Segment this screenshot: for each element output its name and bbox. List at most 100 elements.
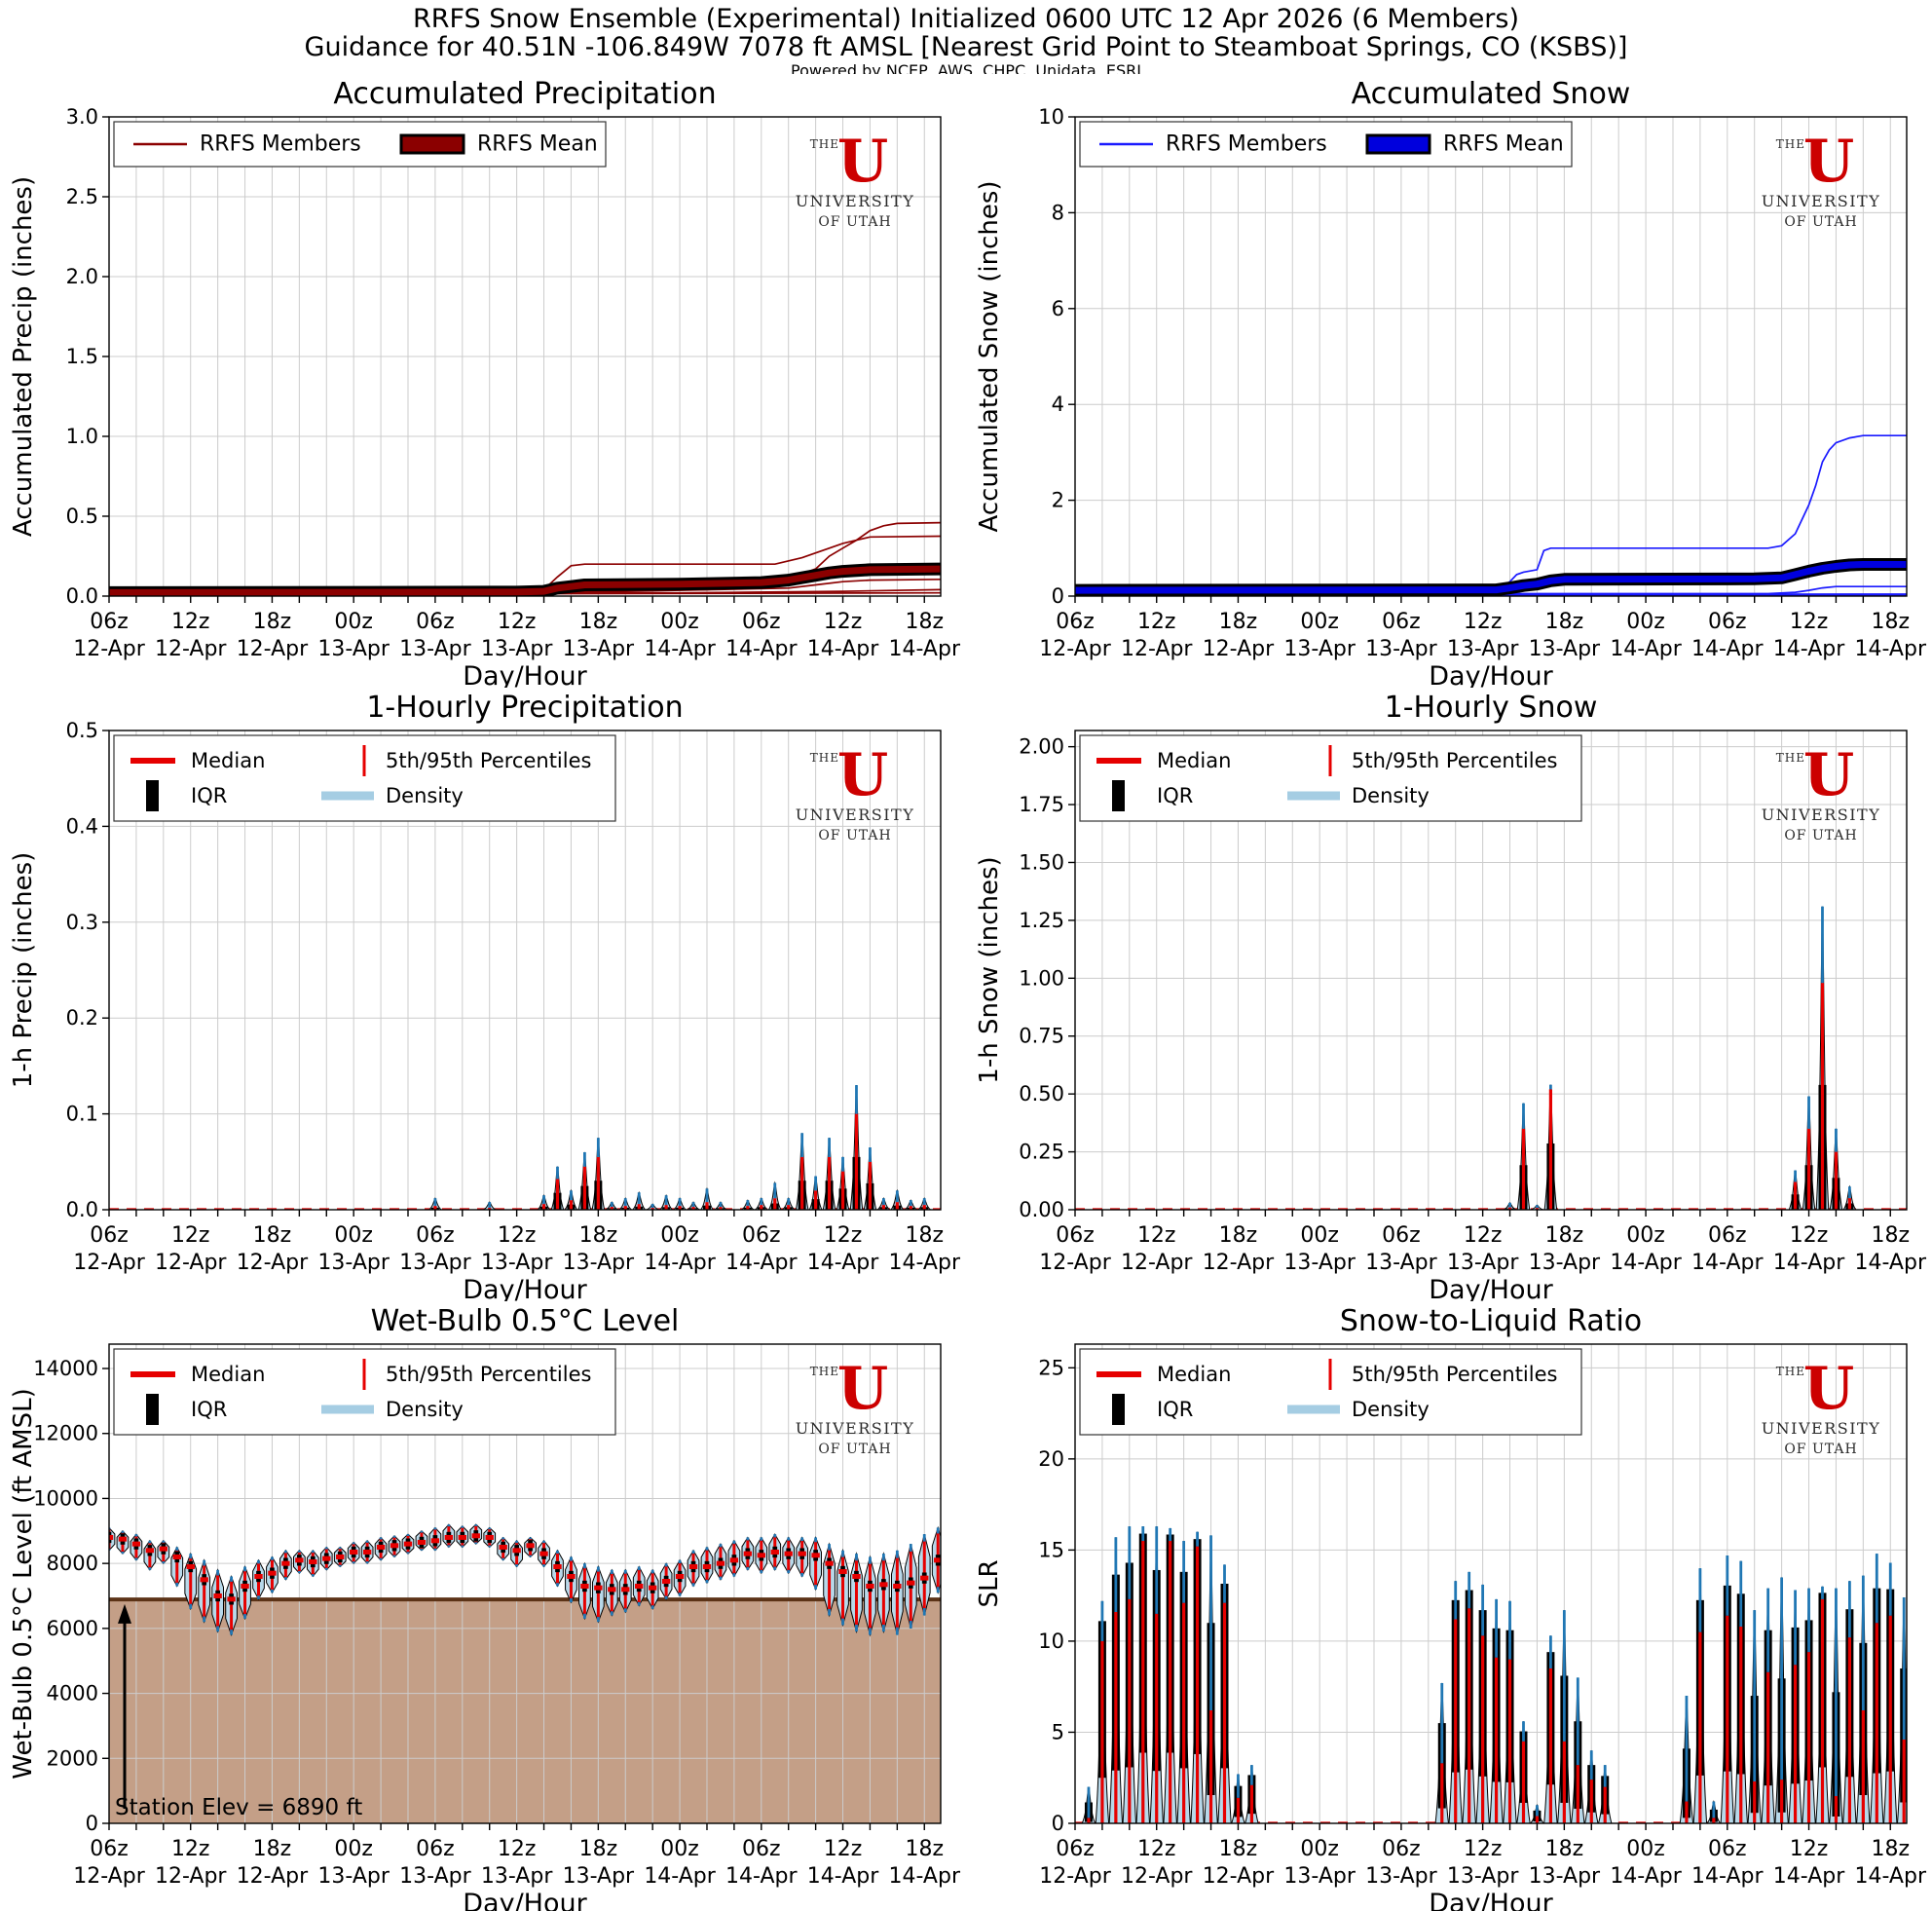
iqr-swatch	[146, 780, 159, 811]
median-dash	[403, 1541, 413, 1547]
svg-text:THE: THE	[810, 1365, 839, 1378]
y-axis-label: 1-h Precip (inches)	[9, 852, 38, 1089]
x-tick-day: 13-Apr	[1447, 1251, 1519, 1275]
x-tick-day: 14-Apr	[888, 1251, 960, 1275]
median-dash	[580, 1584, 589, 1590]
legend-iqr-label: IQR	[1157, 1398, 1193, 1421]
x-tick-day: 12-Apr	[73, 637, 145, 661]
chart-snow-to-liquid-ratio: 0 5 10 15 20 25 06z 12-Apr 12z 12-Apr 18z 12-Apr 00z…	[966, 1301, 1932, 1911]
x-tick-hour: 06z	[416, 610, 455, 634]
median-dash	[866, 1584, 874, 1590]
median-dash	[675, 1573, 685, 1579]
y-axis-label: Accumulated Precip (inches)	[9, 176, 38, 537]
chart-hourly-snow: 0.00 0.25 0.50 0.75 1.00 1.25 1.50 1.75 2.00 06z 1…	[966, 688, 1932, 1301]
plot-frame	[1074, 730, 1908, 1211]
utah-u-icon: U	[837, 128, 888, 196]
y-tick-label: 0.2	[66, 1006, 98, 1030]
panel-title: 1-Hourly Precipitation	[366, 691, 683, 725]
x-tick-hour: 00z	[1300, 1837, 1339, 1861]
ensemble-member-line	[109, 578, 941, 594]
panel-accumulated-precipitation: 0.0 0.5 1.0 1.5 2.0 2.5 3.0 06z 12-Apr 12z 12-Apr 1…	[0, 74, 966, 688]
x-tick-day: 12-Apr	[73, 1864, 145, 1889]
y-tick-label: 6	[1052, 297, 1064, 320]
x-tick-hour: 18z	[905, 610, 944, 634]
x-tick-hour: 18z	[579, 610, 618, 634]
utah-u-icon: U	[1803, 741, 1854, 809]
x-tick-day: 13-Apr	[481, 637, 553, 661]
y-tick-label: 0.1	[66, 1103, 98, 1126]
median-dash	[920, 1575, 929, 1581]
median-dash	[390, 1543, 399, 1549]
x-tick-hour: 12z	[1137, 1223, 1176, 1248]
median-dash	[648, 1585, 657, 1591]
x-tick-hour: 06z	[1708, 1837, 1747, 1861]
x-tick-day: 14-Apr	[1610, 1251, 1682, 1275]
median-dash	[186, 1563, 195, 1569]
x-tick-day: 12-Apr	[1121, 1864, 1193, 1889]
plot-frame	[108, 730, 942, 1211]
median-dash	[702, 1563, 712, 1569]
x-tick-day: 14-Apr	[1610, 637, 1682, 661]
legend: Median 5th/95th Percentiles IQR Density	[1079, 734, 1582, 822]
legend-percentiles-label: 5th/95th Percentiles	[386, 749, 591, 772]
y-tick-label: 0.4	[66, 814, 98, 838]
x-tick-day: 13-Apr	[317, 637, 390, 661]
x-tick-day: 14-Apr	[807, 1864, 879, 1889]
utah-u-icon: U	[837, 1355, 888, 1423]
x-tick-day: 12-Apr	[1203, 1864, 1275, 1889]
x-tick-hour: 12z	[824, 610, 863, 634]
legend-median-label: Median	[1157, 749, 1231, 772]
median-dash	[825, 1560, 834, 1566]
x-tick-day: 14-Apr	[1773, 1864, 1845, 1889]
slr-data	[1075, 1526, 1907, 1823]
hourly-snow-data	[1075, 906, 1907, 1210]
median-dash	[526, 1543, 535, 1549]
median-dash	[295, 1557, 304, 1563]
median-dash	[471, 1533, 480, 1539]
legend-members-label: RRFS Members	[200, 132, 361, 157]
x-tick-day: 13-Apr	[1365, 1864, 1437, 1889]
legend: Median 5th/95th Percentiles IQR Density	[113, 1348, 616, 1436]
median-dash	[241, 1584, 249, 1590]
legend: Median 5th/95th Percentiles IQR Density	[113, 734, 616, 822]
legend-iqr-label: IQR	[191, 1398, 227, 1421]
y-tick-label: 2000	[47, 1746, 98, 1770]
y-tick-label: 1.0	[66, 425, 98, 448]
median-dash	[798, 1551, 806, 1556]
median-dash	[281, 1560, 290, 1566]
svg-text:OF UTAH: OF UTAH	[1784, 828, 1857, 843]
station-elevation-annotation: Station Elev = 6890 ft	[115, 1795, 362, 1820]
x-tick-day: 14-Apr	[1773, 637, 1845, 661]
median-dash	[227, 1596, 236, 1602]
x-tick-day: 13-Apr	[1447, 1864, 1519, 1889]
x-tick-hour: 12z	[498, 610, 537, 634]
x-tick-hour: 12z	[1464, 610, 1503, 634]
x-tick-hour: 06z	[742, 610, 781, 634]
utah-u-icon: U	[1803, 128, 1854, 196]
median-dash	[621, 1587, 630, 1592]
median-dash	[213, 1593, 222, 1599]
x-tick-hour: 06z	[1056, 1837, 1095, 1861]
median-dash	[907, 1580, 915, 1586]
chart-accumulated-precipitation: 0.0 0.5 1.0 1.5 2.0 2.5 3.0 06z 12-Apr 12z 12-Apr 1…	[0, 74, 966, 688]
median-dash	[784, 1551, 793, 1556]
y-axis-label: Wet-Bulb 0.5°C Level (ft AMSL)	[9, 1388, 38, 1779]
x-tick-hour: 00z	[660, 1223, 699, 1248]
legend-members-label: RRFS Members	[1166, 132, 1327, 157]
x-tick-day: 13-Apr	[1283, 1251, 1356, 1275]
x-tick-day: 12-Apr	[1203, 637, 1275, 661]
x-tick-hour: 00z	[1626, 1837, 1665, 1861]
median-dash	[770, 1549, 779, 1555]
median-dash	[811, 1553, 820, 1558]
x-tick-hour: 00z	[660, 610, 699, 634]
legend-density-label: Density	[386, 1398, 464, 1421]
legend-mean-label: RRFS Mean	[477, 132, 598, 157]
chart-hourly-precipitation: 0.0 0.1 0.2 0.3 0.4 0.5 06z 12-Apr 12z 12-Apr 18z 1…	[0, 688, 966, 1301]
x-tick-day: 13-Apr	[563, 1251, 635, 1275]
median-dash	[145, 1548, 155, 1554]
y-tick-label: 25	[1038, 1356, 1064, 1379]
panel-title: Accumulated Precipitation	[333, 77, 716, 111]
